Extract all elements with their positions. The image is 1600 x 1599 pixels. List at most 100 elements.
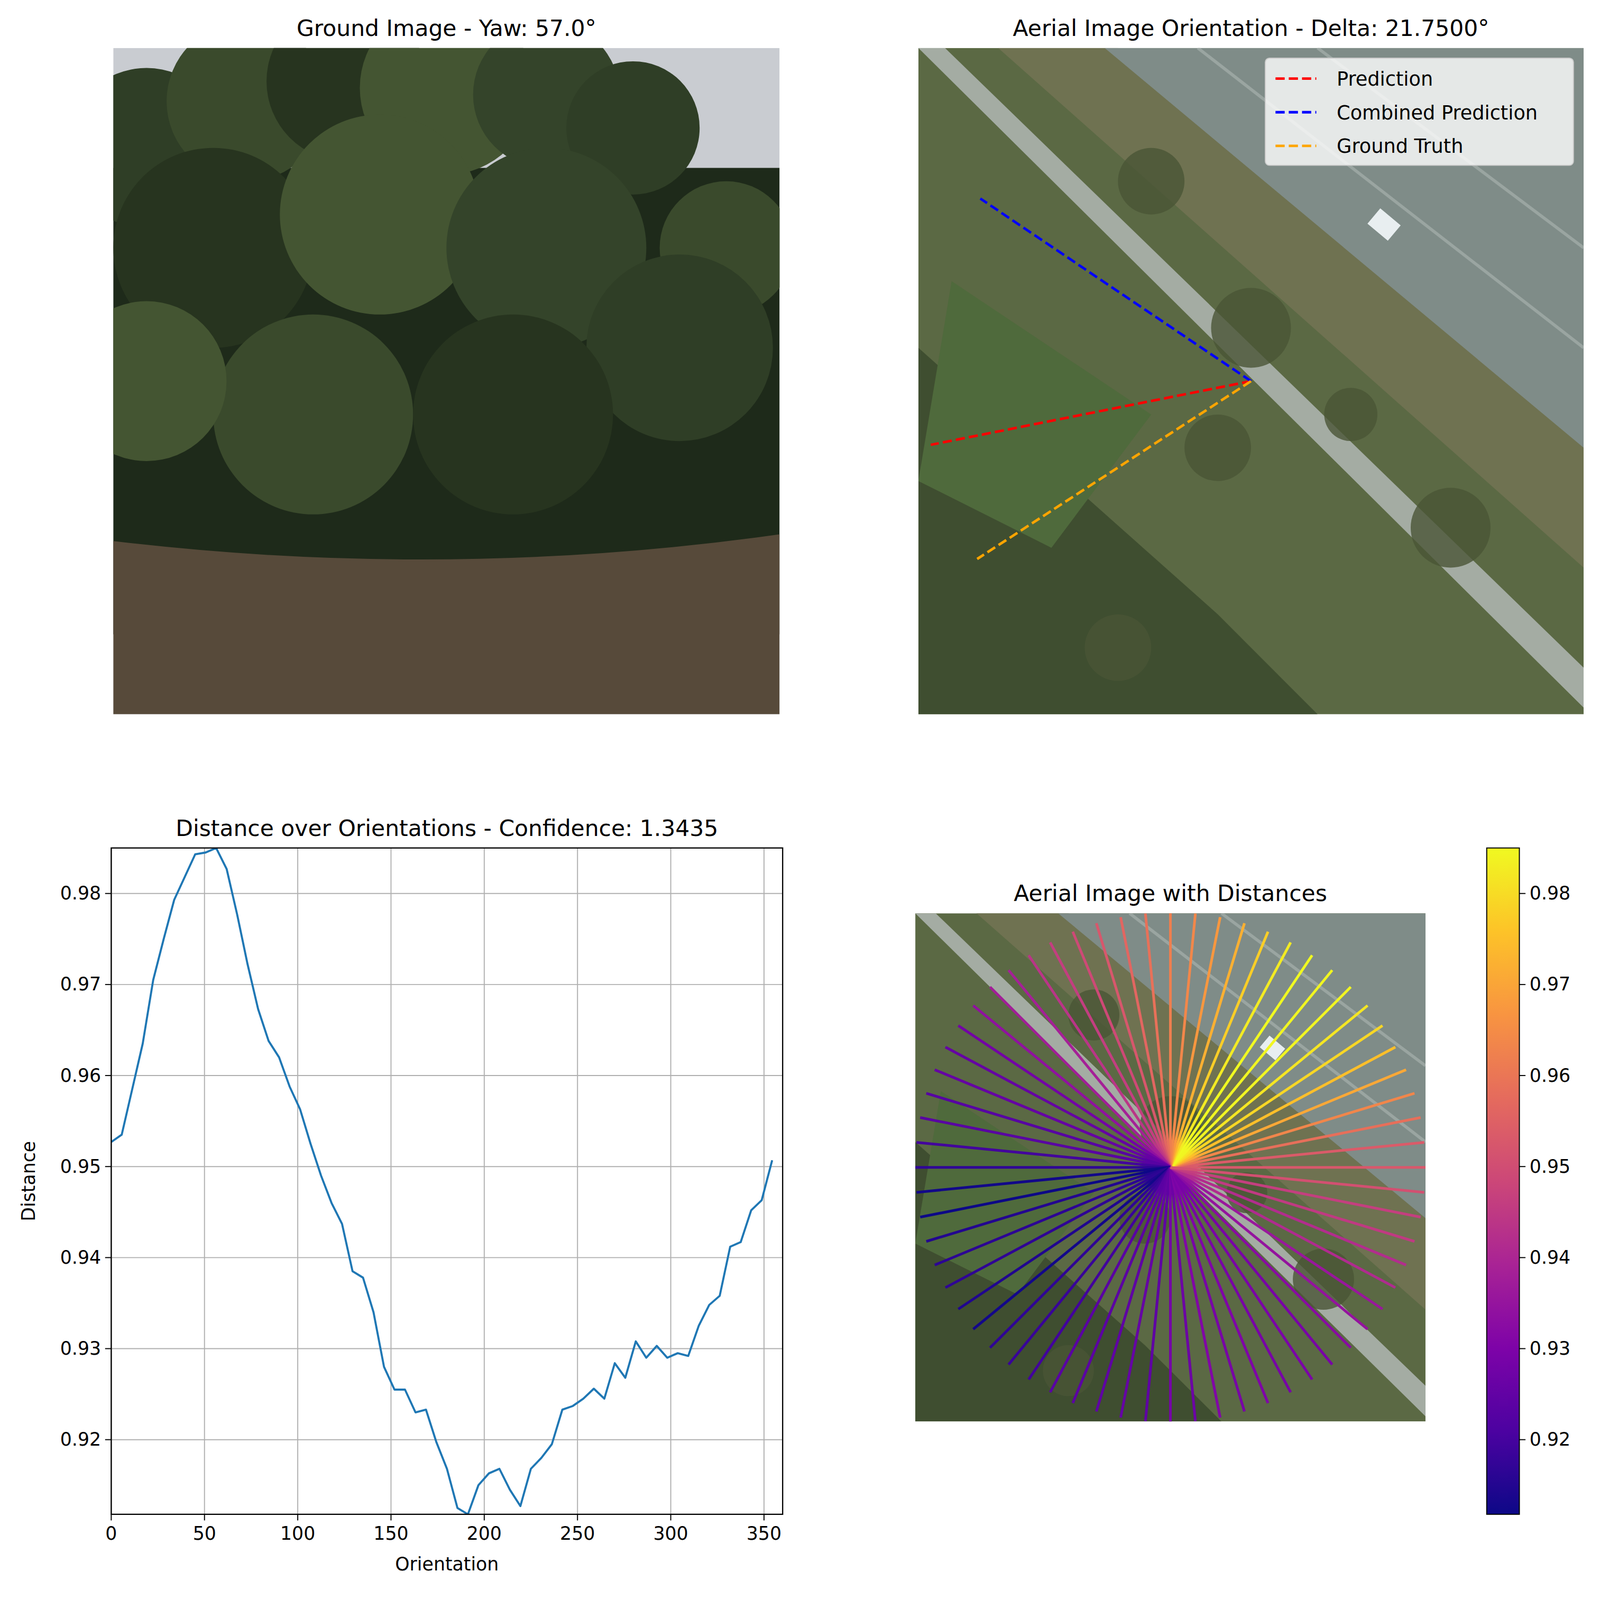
aerial-verge: [998, 48, 1584, 568]
tick-label: 50: [192, 1522, 217, 1544]
colorbar-tick: [1519, 1074, 1526, 1077]
radial-line: [1169, 913, 1172, 1168]
tick-label: 0.96: [60, 1064, 101, 1087]
radial-line: [1050, 942, 1171, 1167]
tick-label: 0.98: [60, 882, 101, 904]
radial-line: [1170, 1167, 1368, 1330]
tick-mark: [204, 1514, 206, 1521]
tick-mark: [297, 1514, 299, 1521]
legend-swatch: [1275, 111, 1317, 114]
tick-mark: [763, 1514, 765, 1521]
aerial-highway: [1104, 48, 1584, 448]
radial-line: [1028, 955, 1171, 1168]
grid-line: [297, 848, 299, 1515]
grid-line: [111, 893, 783, 895]
aerial-photo: [918, 48, 1584, 715]
tick-mark: [670, 1514, 672, 1521]
tick-mark: [105, 1348, 112, 1350]
radial-line: [1170, 917, 1221, 1168]
tree-crown: [213, 314, 413, 515]
axis-label: Orientation: [394, 1553, 499, 1575]
tick-mark: [105, 1165, 112, 1167]
grid-line: [111, 1165, 783, 1167]
radial-line: [1170, 1167, 1421, 1218]
radial-line: [1008, 1167, 1171, 1365]
radial-line: [1145, 1167, 1171, 1422]
figure: Ground Image - Yaw: 57.0°Aerial Image Or…: [0, 0, 1600, 1599]
aerial-vehicle: [1367, 208, 1401, 241]
radial-line: [1170, 970, 1333, 1168]
tree-crown: [279, 114, 480, 315]
colorbar-label: 0.94: [1529, 1246, 1571, 1268]
tick-label: 100: [280, 1522, 316, 1544]
radial-line: [1170, 1046, 1396, 1167]
radial-line: [1170, 1167, 1291, 1393]
radial-line: [973, 1167, 1171, 1330]
tick-mark: [105, 1439, 112, 1441]
colorbar-tick: [1519, 893, 1526, 895]
tick-label: 350: [746, 1522, 782, 1544]
colorbar-tick: [1519, 1439, 1526, 1441]
grid-line: [576, 848, 578, 1515]
colorbar-label: 0.96: [1529, 1064, 1571, 1087]
colorbar-label: 0.95: [1529, 1155, 1571, 1177]
tick-label: 0.95: [60, 1155, 101, 1177]
grid-line: [204, 848, 206, 1515]
tick-label: 0.97: [60, 973, 101, 995]
data-line: [111, 848, 772, 1515]
colorbar: [1486, 848, 1520, 1515]
tick-label: 200: [466, 1522, 502, 1544]
grid-line: [111, 1256, 783, 1258]
colorbar-label: 0.98: [1529, 882, 1571, 904]
legend-box: [1265, 58, 1574, 166]
grid-line: [670, 848, 672, 1515]
tick-mark: [105, 1074, 112, 1077]
aerial-shoulder: [918, 48, 1584, 708]
radial-line: [1170, 1025, 1383, 1168]
radial-line: [1170, 1167, 1425, 1193]
radial-lines: [915, 913, 1426, 1422]
colorbar-tick: [1519, 1348, 1526, 1350]
tick-label: 0: [105, 1522, 117, 1544]
legend-swatch: [1275, 144, 1317, 148]
aerial-bush: [1410, 488, 1491, 568]
axis-label: Distance: [17, 1141, 40, 1222]
grid-line: [111, 984, 783, 986]
radial-line: [934, 1069, 1171, 1168]
tick-label: 300: [653, 1522, 688, 1544]
tick-mark: [483, 1514, 485, 1521]
tick-mark: [105, 893, 112, 895]
tick-mark: [576, 1514, 578, 1521]
radial-line: [1170, 1167, 1333, 1365]
grid-line: [111, 1348, 783, 1350]
legend-label: Combined Prediction: [1336, 101, 1538, 125]
grid-line: [111, 1074, 783, 1077]
tree-crown: [412, 314, 613, 515]
aerial-bush: [1084, 614, 1152, 682]
ground-photo: [113, 48, 780, 715]
colorbar-label: 0.93: [1529, 1337, 1571, 1359]
radial-line: [1170, 1005, 1368, 1168]
radial-line: [973, 1005, 1171, 1168]
radial-line: [915, 1165, 1171, 1169]
legend-swatch: [1275, 77, 1317, 80]
colorbar-tick: [1519, 1165, 1526, 1167]
colorbar-tick: [1519, 1256, 1526, 1258]
radial-line: [1120, 1167, 1171, 1418]
background: [0, 0, 1600, 1599]
title: Ground Image - Yaw: 57.0°: [296, 15, 597, 42]
tick-label: 0.94: [60, 1246, 101, 1268]
tick-label: 0.93: [60, 1337, 101, 1359]
legend-label: Ground Truth: [1336, 134, 1464, 158]
radial-line: [945, 1167, 1171, 1288]
radial-line: [1170, 1165, 1426, 1169]
tick-label: 250: [559, 1522, 595, 1544]
colorbar-label: 0.97: [1529, 973, 1571, 995]
tick-label: 150: [373, 1522, 409, 1544]
plot-area: [111, 848, 772, 1515]
tick-mark: [390, 1514, 392, 1521]
radial-line: [1169, 1167, 1172, 1422]
direction-line: [977, 381, 1252, 559]
tick-mark: [105, 984, 112, 986]
legend-label: Prediction: [1336, 67, 1433, 91]
